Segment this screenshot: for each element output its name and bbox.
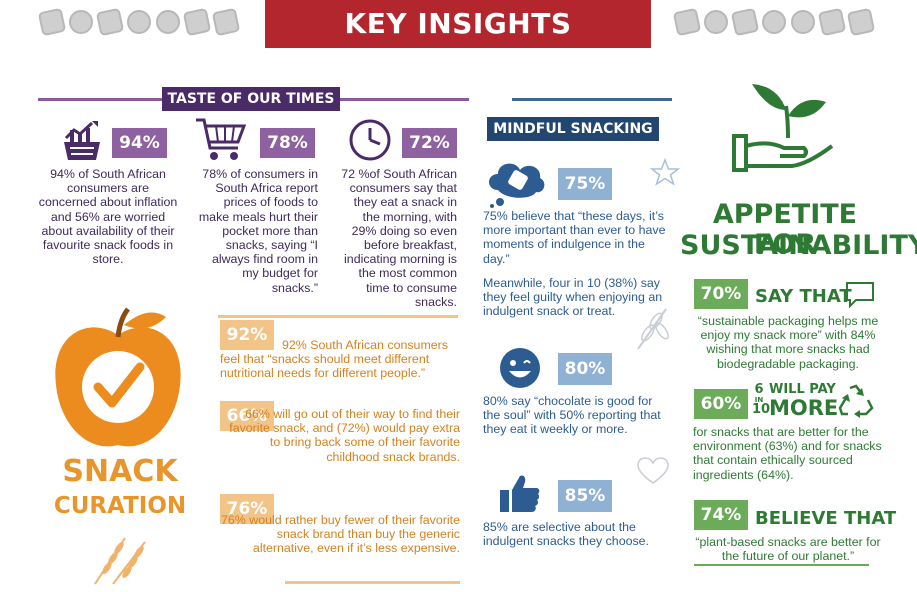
divider [38,98,163,101]
divider [285,581,460,584]
heart-icon [636,456,670,486]
smiley-icon [498,346,542,390]
title-line: SUSTAINABILITY [680,230,917,261]
stat-text: “sustainable packaging helps me enjoy my… [697,314,879,371]
stat-heading: BELIEVE THAT [755,508,897,529]
snack-icon [37,7,67,37]
stat-text: 76% would rather buy fewer of their favo… [221,513,460,556]
divider [218,315,458,318]
fraction-den: 10 [752,402,771,417]
leaf-icon [632,305,672,351]
stat-text: “plant-based snacks are better for the f… [695,535,881,564]
stat-badge: 74% [694,500,748,530]
stat-text: 92% South African consumers feel that “s… [220,338,448,381]
divider [339,98,469,101]
divider [694,564,869,566]
cookie-icon [791,10,815,34]
fraction-num: 6 [754,382,764,397]
stat-badge: 72% [402,128,457,158]
stat-badge: 92% [220,320,274,350]
stat-badge: 75% [558,168,612,200]
title-line: CURATION [53,493,187,519]
chip-icon [211,7,241,37]
decorative-icon-row-right [672,7,876,40]
plant-in-hand-icon [728,80,838,180]
recycle-icon [838,384,874,418]
stat-badge: 70% [694,279,748,309]
basket-icon [62,120,102,162]
stat-text: 75% believe that “these days, it’s more … [483,209,666,266]
speech-bubble-icon [844,280,876,308]
section-title-curation: SNACK [50,456,190,488]
stat-badge: 60% [694,389,748,419]
stat-text-extra: Meanwhile, four in 10 (38%) say they fee… [483,276,663,319]
stat-text: 72 %of South African consumers say that … [341,167,457,309]
fraction-label: 6 IN 10 [752,382,771,417]
cookie-icon [156,10,180,34]
section-title-sustainability-line2: SUSTAINABILITY [680,230,917,261]
title-line: APPETITE FOR [712,199,858,260]
juice-icon [817,7,847,37]
juice-icon [182,7,212,37]
header-banner: KEY INSIGHTS [265,0,651,48]
chip-icon [846,7,876,37]
stat-text: 85% are selective about the indulgent sn… [483,520,650,549]
stat-heading-top: WILL PAY [769,382,836,397]
stat-badge: 94% [112,128,167,158]
title-line: SNACK [62,454,178,489]
header-title: KEY INSIGHTS [344,7,572,40]
chocolate-icon [95,7,125,37]
clock-icon [348,118,392,162]
thumbs-up-icon [498,472,542,514]
stat-text: 66% will go out of their way to find the… [229,407,460,464]
section-label-mindful: MINDFUL SNACKING [487,117,659,141]
donut-icon [762,10,786,34]
snack-icon [672,7,702,37]
section-label-taste: TASTE OF OUR TIMES [162,87,340,111]
apple-check-icon [48,305,188,455]
stat-text: for snacks that are better for the envir… [693,425,882,482]
fraction-mid: IN [754,396,764,404]
stat-badge: 76% [220,494,274,524]
decorative-icon-row-left [37,7,241,40]
stat-badge: 66% [220,401,274,431]
stat-text: 94% of South African consumers are conce… [38,167,178,267]
stat-text: 80% say “chocolate is good for the soul”… [483,394,661,437]
stat-badge: 78% [260,128,315,158]
section-title-curation-line2: CURATION [50,492,190,520]
donut-icon [127,10,151,34]
thought-cloud-icon [486,158,548,208]
stat-badge: 80% [558,353,612,385]
wheat-icon [85,528,155,586]
stat-text: 78% of consumers in South Africa report … [198,167,318,295]
stat-badge: 85% [558,480,612,512]
cookie-icon [704,10,728,34]
shopping-cart-icon [194,116,248,164]
cookie-icon [69,10,93,34]
section-label-text: MINDFUL SNACKING [493,121,653,137]
star-icon [650,158,680,186]
section-label-text: TASTE OF OUR TIMES [167,91,335,107]
section-title-sustainability: APPETITE FOR [680,200,890,260]
chocolate-icon [730,7,760,37]
stat-heading: SAY THAT [755,286,852,307]
divider [512,98,672,101]
stat-heading-bottom: MORE [769,396,839,420]
